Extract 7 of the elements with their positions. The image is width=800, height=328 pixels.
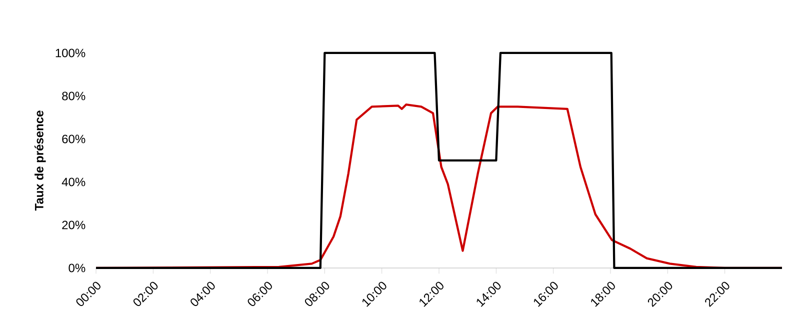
y-tick-label: 0% (68, 264, 86, 272)
y-tick-label: 20% (62, 220, 86, 230)
y-tick-label: 60% (62, 134, 86, 144)
y-tick-label: 100% (56, 48, 86, 58)
y-tick-label: 40% (62, 178, 86, 186)
y-tick-label: 80% (62, 92, 86, 100)
y-axis-title: Taux de présence (34, 110, 46, 211)
